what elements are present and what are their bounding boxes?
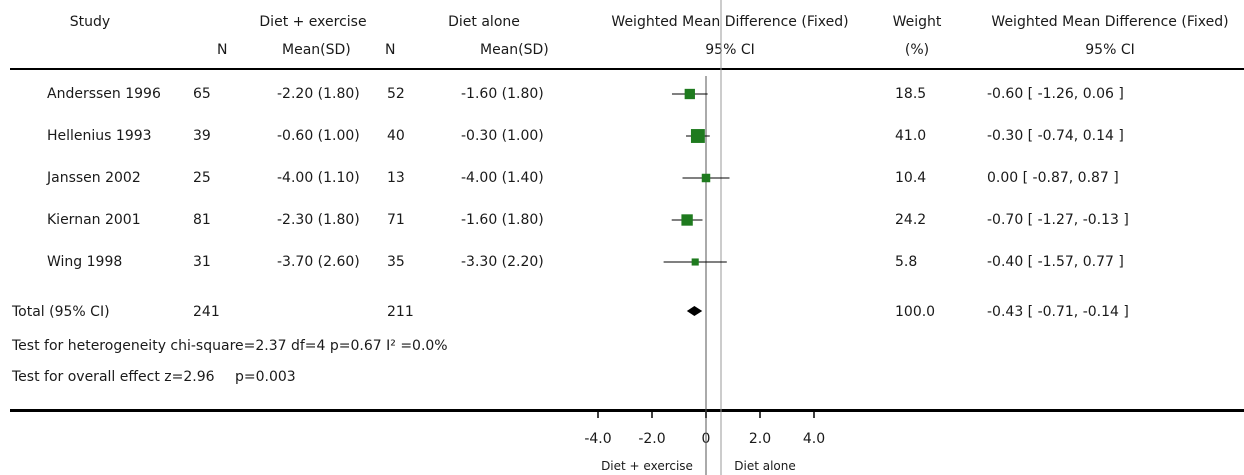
weight-value: 10.4 bbox=[895, 170, 927, 186]
n-diet-alone: 52 bbox=[387, 86, 405, 102]
total-label: Total (95% CI) bbox=[12, 304, 110, 320]
study-name: Hellenius 1993 bbox=[47, 128, 152, 144]
axis-tick-label: -4.0 bbox=[584, 431, 612, 447]
mean-diet-alone: -4.00 (1.40) bbox=[461, 170, 544, 186]
total-weight: 100.0 bbox=[895, 304, 936, 320]
footer-rule bbox=[10, 409, 1244, 412]
study-name: Anderssen 1996 bbox=[47, 86, 161, 102]
weight-value: 24.2 bbox=[895, 212, 927, 228]
mean-diet-alone: -0.30 (1.00) bbox=[461, 128, 544, 144]
mean-diet-exercise: -2.20 (1.80) bbox=[277, 86, 360, 102]
n-diet-alone: 40 bbox=[387, 128, 405, 144]
weight-square bbox=[691, 258, 699, 266]
weight-square bbox=[690, 129, 705, 143]
total-ci-text: -0.43 [ -0.71, -0.14 ] bbox=[987, 304, 1129, 320]
header-wmd-plot-ci: 95% CI bbox=[705, 42, 755, 58]
overall-effect-p: p=0.003 bbox=[235, 369, 296, 385]
wmd-ci-text: -0.30 [ -0.74, 0.14 ] bbox=[987, 128, 1124, 144]
header-rule bbox=[10, 68, 1244, 70]
header-weight: Weight bbox=[892, 14, 942, 30]
n-diet-alone: 35 bbox=[387, 254, 405, 270]
study-name: Janssen 2002 bbox=[47, 170, 141, 186]
n-diet-exercise: 81 bbox=[193, 212, 211, 228]
wmd-ci-text: -0.60 [ -1.26, 0.06 ] bbox=[987, 86, 1124, 102]
header-study: Study bbox=[69, 14, 111, 30]
overall-effect-note: Test for overall effect z=2.96 bbox=[12, 369, 215, 385]
n-diet-alone: 71 bbox=[387, 212, 405, 228]
study-name: Wing 1998 bbox=[47, 254, 123, 270]
total-n-diet-exercise: 241 bbox=[193, 304, 220, 320]
header-n-diet-exercise: N bbox=[217, 42, 228, 58]
mean-diet-exercise: -2.30 (1.80) bbox=[277, 212, 360, 228]
weight-square bbox=[681, 214, 693, 226]
axis-left-label: Diet + exercise bbox=[601, 459, 693, 473]
axis-tick-label: 4.0 bbox=[802, 431, 826, 447]
axis-tick-label: -2.0 bbox=[638, 431, 666, 447]
wmd-ci-text: -0.40 [ -1.57, 0.77 ] bbox=[987, 254, 1124, 270]
header-group-diet-alone: Diet alone bbox=[448, 14, 520, 30]
mean-diet-exercise: -3.70 (2.60) bbox=[277, 254, 360, 270]
header-mean-diet-exercise: Mean(SD) bbox=[282, 42, 351, 58]
mean-diet-alone: -1.60 (1.80) bbox=[461, 212, 544, 228]
mean-diet-exercise: -0.60 (1.00) bbox=[277, 128, 360, 144]
weight-square bbox=[701, 173, 711, 183]
header-wmd-text: Weighted Mean Difference (Fixed) bbox=[991, 14, 1229, 30]
n-diet-alone: 13 bbox=[387, 170, 405, 186]
mean-diet-alone: -3.30 (2.20) bbox=[461, 254, 544, 270]
header-mean-diet-alone: Mean(SD) bbox=[480, 42, 549, 58]
total-diamond bbox=[686, 306, 703, 316]
header-wmd-text-ci: 95% CI bbox=[1085, 42, 1135, 58]
weight-value: 18.5 bbox=[895, 86, 927, 102]
wmd-ci-text: 0.00 [ -0.87, 0.87 ] bbox=[987, 170, 1119, 186]
weight-value: 5.8 bbox=[895, 254, 918, 270]
header-wmd-plot: Weighted Mean Difference (Fixed) bbox=[611, 14, 849, 30]
weight-square bbox=[684, 88, 695, 100]
n-diet-exercise: 65 bbox=[193, 86, 211, 102]
n-diet-exercise: 39 bbox=[193, 128, 211, 144]
mean-diet-alone: -1.60 (1.80) bbox=[461, 86, 544, 102]
axis-tick-label: 2.0 bbox=[748, 431, 772, 447]
study-name: Kiernan 2001 bbox=[47, 212, 141, 228]
axis-right-label: Diet alone bbox=[734, 459, 796, 473]
mean-diet-exercise: -4.00 (1.10) bbox=[277, 170, 360, 186]
heterogeneity-note: Test for heterogeneity chi-square=2.37 d… bbox=[12, 338, 448, 354]
weight-value: 41.0 bbox=[895, 128, 927, 144]
n-diet-exercise: 25 bbox=[193, 170, 211, 186]
total-n-diet-alone: 211 bbox=[387, 304, 414, 320]
n-diet-exercise: 31 bbox=[193, 254, 211, 270]
wmd-ci-text: -0.70 [ -1.27, -0.13 ] bbox=[987, 212, 1129, 228]
header-weight-unit: (%) bbox=[904, 42, 930, 58]
header-n-diet-alone: N bbox=[385, 42, 396, 58]
header-group-diet-exercise: Diet + exercise bbox=[259, 14, 367, 30]
